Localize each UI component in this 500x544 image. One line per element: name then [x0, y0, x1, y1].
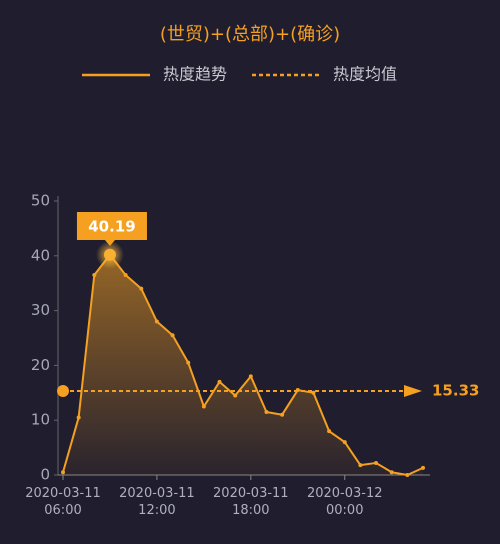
- y-tick-label: 20: [31, 356, 50, 374]
- mean-dot: [57, 384, 69, 397]
- x-tick-label: 2020-03-11 06:00: [25, 486, 101, 518]
- x-tick-label: 2020-03-11 18:00: [213, 486, 289, 518]
- y-tick-label: 10: [31, 411, 50, 429]
- max-point: [103, 248, 116, 261]
- point: [374, 460, 379, 465]
- point: [233, 393, 238, 398]
- point: [186, 360, 191, 365]
- point: [76, 415, 81, 420]
- line: [62, 253, 424, 476]
- point: [280, 412, 285, 417]
- y-tick-label: 40: [31, 246, 50, 264]
- point: [201, 404, 206, 409]
- point: [358, 463, 363, 468]
- y-tick-label: 50: [31, 192, 50, 210]
- max-label-pointer: [104, 240, 115, 246]
- point: [311, 390, 316, 395]
- point: [61, 470, 65, 475]
- y-tick-label: 30: [31, 301, 50, 319]
- point: [264, 409, 269, 414]
- point: [405, 473, 410, 477]
- y-tick-label: 0: [40, 466, 50, 484]
- chart-title: (世贸)+(总部)+(确诊): [160, 24, 340, 45]
- point: [123, 272, 128, 277]
- point: [421, 465, 425, 470]
- mean-arrow: [404, 384, 422, 397]
- point: [170, 333, 175, 338]
- point: [217, 379, 222, 384]
- point: [248, 374, 253, 379]
- point: [342, 440, 347, 445]
- area: [63, 254, 423, 475]
- point: [327, 429, 332, 434]
- mean-label: 15.33: [432, 381, 479, 399]
- max-label: 40.19: [88, 218, 135, 236]
- x-tick-label: 2020-03-11 12:00: [119, 486, 195, 518]
- point: [92, 272, 97, 277]
- legend-label: 热度均值: [333, 65, 397, 84]
- x-tick-label: 2020-03-12 00:00: [307, 486, 383, 518]
- legend-label: 热度趋势: [163, 65, 227, 84]
- max-label-box: [76, 212, 147, 240]
- point: [154, 319, 159, 324]
- point: [139, 286, 144, 291]
- point: [389, 470, 394, 475]
